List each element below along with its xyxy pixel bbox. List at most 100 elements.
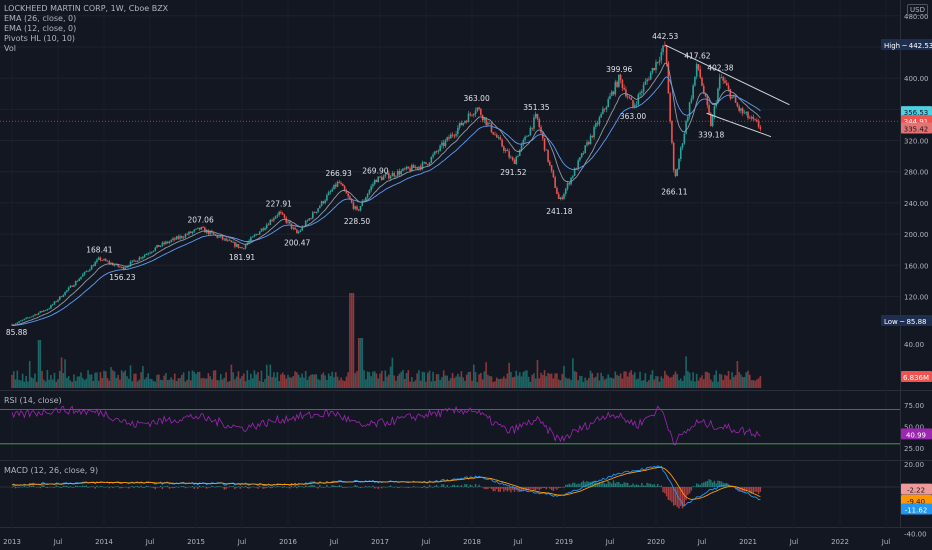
wedge-trendline [706,112,772,138]
volume-bar [382,381,385,388]
time-tick-label: Jul [53,538,63,546]
candle-body [186,234,188,236]
volume-bar [97,380,100,388]
macd-hist-bar [251,486,254,487]
volume-bar [294,371,296,388]
candle-body [382,176,385,180]
volume-bar [756,379,758,388]
macd-hist-bar [120,487,123,489]
volume-bar [324,375,326,388]
pivot-label: 402.38 [707,63,733,72]
candle-body [365,197,367,201]
macd-hist-bar [59,487,61,488]
macd-hist-bar [683,487,686,507]
macd-hist-bar [297,485,300,487]
candle-body [706,96,709,106]
macd-hist-bar [239,487,241,489]
candle-body [357,209,360,211]
volume-bar [430,381,433,388]
candle-body [444,140,447,146]
candle-body [469,113,472,115]
candle-body [679,147,682,159]
macd-hist-bar [361,487,364,488]
macd-hist-bar [163,486,165,487]
macd-hist-bar [50,486,52,488]
volume-bar [274,377,277,388]
volume-bar [278,380,280,388]
candle-body [434,151,436,155]
candle-body [472,114,475,116]
volume-bar [306,379,309,388]
volume-bar [356,371,358,388]
macd-hist-bar [281,487,284,488]
candle-body [71,285,73,287]
legend-ema26[interactable]: EMA (26, close, 0) [4,14,77,23]
volume-bar [476,381,479,388]
candle-body [136,260,139,262]
candle-body [729,89,732,99]
macd-legend[interactable]: MACD (12, 26, close, 9) [4,466,99,475]
price-tick-label: 160.00 [904,262,929,270]
legend-ema12[interactable]: EMA (12, close, 0) [4,24,77,33]
macd-hist-bar [156,487,158,488]
pivot-label: 417.62 [684,51,710,60]
volume-bar [138,379,141,388]
rsi-tick-label: 50.00 [904,424,924,432]
volume-bar [285,378,288,388]
macd-hist-bar [400,486,402,488]
candle-body [131,260,134,262]
volume-bar [193,371,196,388]
candle-body [510,157,512,159]
candle-body [671,121,673,143]
legend-volume[interactable]: Vol [4,44,16,53]
macd-hist-bar [359,487,362,489]
macd-hist-bar [237,486,240,487]
candle-body [334,184,337,187]
volume-bar [377,378,380,388]
legend-pivots[interactable]: Pivots HL (10, 10) [4,34,76,43]
macd-hist-bar [510,487,512,493]
candle-body [80,276,82,279]
candle-body [412,165,415,168]
macd-hist-bar [191,485,194,487]
candle-body [119,266,121,268]
candle-body [665,45,668,63]
candle-body [515,156,518,164]
currency-label[interactable]: USD [907,4,928,16]
macd-hist-bar [105,487,107,488]
candle-body [216,235,219,238]
candle-body [175,236,178,240]
volume-bar [310,374,312,388]
volume-tag-bg [901,371,932,382]
candle-body [664,45,666,47]
volume-bar [12,371,15,388]
volume-bar [510,371,512,388]
volume-bar [89,374,91,388]
candle-body [451,134,454,136]
macd-hist-bar [30,485,33,487]
price-tick-label: 400.00 [904,75,929,83]
volume-bar [706,371,709,388]
volume-bar [113,371,116,388]
candle-body [540,126,542,133]
macd-line [11,465,761,507]
volume-bar [600,372,602,388]
macd-hist-bar [743,487,746,492]
macd-hist-bar [626,482,629,487]
candle-body [368,190,371,195]
candle-body [359,206,362,211]
candle-body [198,227,201,230]
macd-hist-bar [310,484,312,487]
rsi-legend[interactable]: RSI (14, close) [4,396,62,405]
candle-body [333,184,335,190]
pivot-label: 363.00 [463,94,489,103]
candle-body [288,221,291,224]
macd-hist-bar [609,481,611,487]
candle-body [423,162,426,163]
candle-body [757,121,760,128]
macd-hist-bar [430,486,433,488]
macd-hist-bar [131,485,134,487]
volume-bar [173,373,176,388]
volume-bar [642,380,645,388]
